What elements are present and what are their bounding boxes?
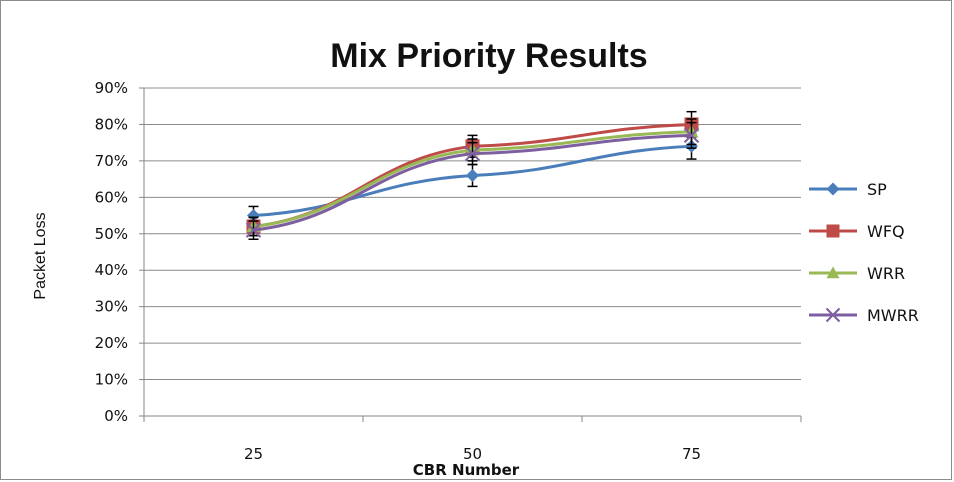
series-mwrr bbox=[245, 121, 700, 240]
y-axis-label: Packet Loss bbox=[32, 212, 49, 299]
data-point-marker bbox=[826, 182, 840, 196]
data-point-marker bbox=[826, 266, 840, 279]
legend-item-wfq: WFQ bbox=[809, 222, 905, 241]
legend-label: SP bbox=[867, 180, 887, 199]
y-tick-label: 30% bbox=[95, 298, 128, 316]
x-axis-ticks: 25 50 75 bbox=[244, 445, 701, 463]
y-tick-label: 10% bbox=[95, 371, 128, 389]
y-tick-label: 70% bbox=[95, 152, 128, 170]
legend-label: WRR bbox=[867, 264, 905, 283]
y-tick-label: 0% bbox=[104, 407, 128, 425]
legend-item-sp: SP bbox=[809, 180, 887, 199]
data-point-marker bbox=[464, 145, 481, 162]
data-point-marker bbox=[825, 307, 841, 323]
y-tick-label: 40% bbox=[95, 261, 128, 279]
data-point-marker bbox=[245, 222, 262, 238]
legend-label: MWRR bbox=[867, 306, 919, 325]
y-tick-label: 50% bbox=[95, 225, 128, 243]
legend: SP WFQ WRR MWRR bbox=[809, 180, 919, 325]
data-point-marker bbox=[247, 209, 260, 223]
legend-label: WFQ bbox=[867, 222, 905, 241]
y-tick-label: 90% bbox=[95, 79, 128, 97]
data-point-marker bbox=[826, 224, 840, 238]
legend-item-mwrr: MWRR bbox=[809, 306, 919, 325]
x-tick-label: 50 bbox=[463, 445, 482, 463]
chart-title: Mix Priority Results bbox=[330, 37, 647, 75]
y-tick-label: 20% bbox=[95, 334, 128, 352]
gridlines bbox=[139, 87, 802, 422]
data-point-marker bbox=[466, 168, 479, 182]
legend-item-wrr: WRR bbox=[809, 264, 905, 283]
data-point-marker bbox=[683, 127, 700, 144]
series-layer bbox=[245, 110, 700, 240]
x-tick-label: 25 bbox=[244, 445, 263, 463]
y-tick-label: 60% bbox=[95, 188, 128, 206]
y-tick-label: 80% bbox=[95, 115, 128, 133]
x-tick-label: 75 bbox=[682, 445, 701, 463]
y-axis-ticks: 0% 10% 20% 30% 40% 50% 60% 70% 80% 90% bbox=[95, 79, 128, 425]
x-axis-label: CBR Number bbox=[413, 461, 520, 479]
